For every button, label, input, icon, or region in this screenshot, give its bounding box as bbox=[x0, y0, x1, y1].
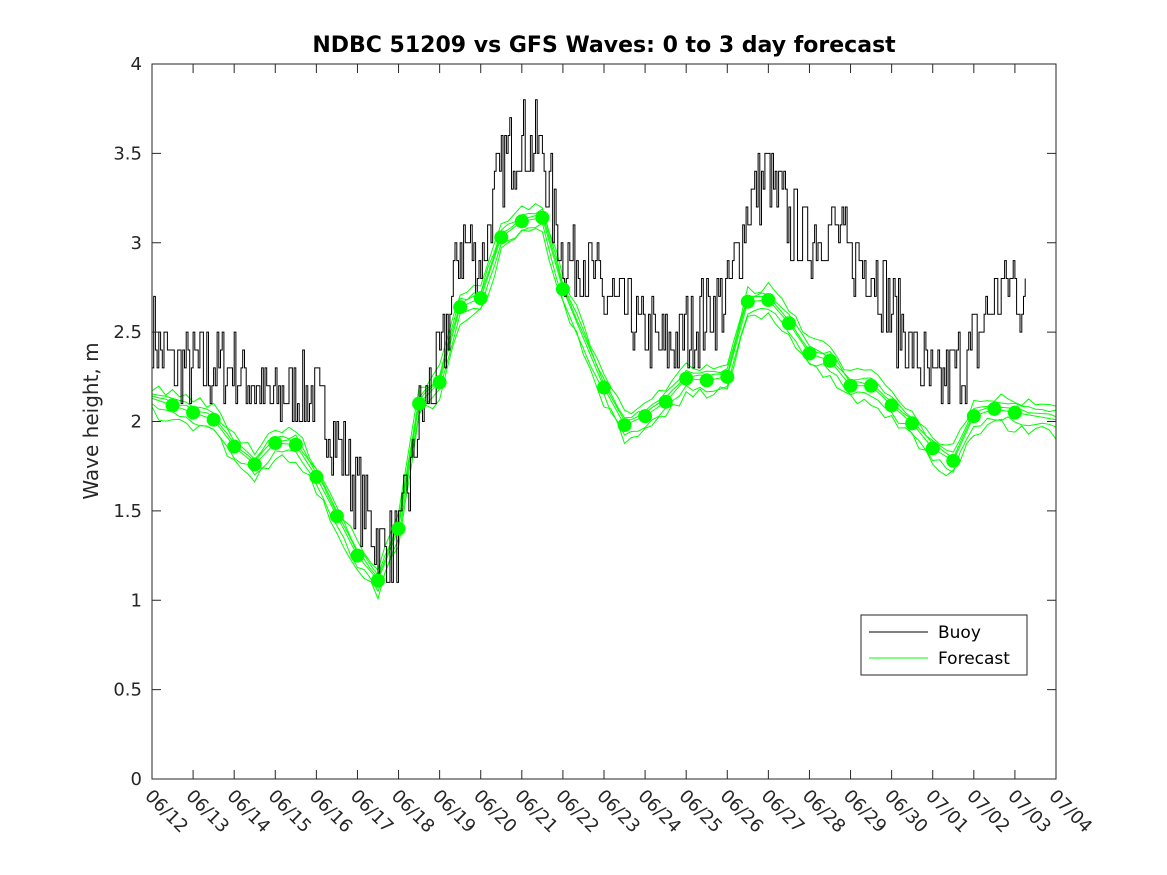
forecast-point bbox=[1007, 405, 1022, 420]
legend-forecast-label: Forecast bbox=[938, 649, 1010, 669]
forecast-point bbox=[350, 548, 365, 563]
forecast-point bbox=[473, 291, 488, 306]
forecast-run-line bbox=[152, 202, 1056, 572]
y-tick-label: 4 bbox=[131, 54, 142, 75]
y-tick-label: 0 bbox=[131, 769, 142, 790]
forecast-point bbox=[391, 521, 406, 536]
forecast-point bbox=[638, 409, 653, 424]
forecast-point bbox=[412, 396, 427, 411]
forecast-point bbox=[247, 457, 262, 472]
y-axis: 0 0.5 1 1.5 2 2.5 3 3.5 4 bbox=[113, 54, 1056, 790]
forecast-point bbox=[658, 394, 673, 409]
forecast-point bbox=[864, 378, 879, 393]
y-tick-label: 1 bbox=[131, 590, 142, 611]
forecast-point bbox=[946, 453, 961, 468]
y-tick-label: 0.5 bbox=[113, 680, 142, 701]
forecast-point bbox=[987, 401, 1002, 416]
buoy-series bbox=[152, 99, 1026, 583]
forecast-run-line bbox=[152, 208, 1056, 577]
y-tick-label: 1.5 bbox=[113, 501, 142, 522]
y-tick-label: 2 bbox=[131, 412, 142, 433]
legend-buoy-label: Buoy bbox=[938, 623, 981, 643]
forecast-point bbox=[802, 346, 817, 361]
forecast-point bbox=[966, 409, 981, 424]
forecast-point bbox=[740, 294, 755, 309]
forecast-run-line bbox=[152, 228, 1056, 601]
forecast-point bbox=[823, 353, 837, 368]
forecast-point bbox=[720, 369, 735, 384]
forecast-point bbox=[165, 398, 180, 413]
forecast-point bbox=[186, 405, 201, 420]
forecast-point bbox=[309, 469, 324, 484]
forecast-point bbox=[925, 441, 940, 456]
legend-box bbox=[860, 614, 1028, 676]
forecast-point bbox=[268, 435, 283, 450]
forecast-point bbox=[371, 573, 385, 588]
forecast-point bbox=[555, 282, 570, 297]
forecast-point bbox=[843, 378, 858, 393]
forecast-point bbox=[679, 371, 694, 386]
forecast-point bbox=[617, 418, 632, 433]
forecast-point bbox=[884, 398, 899, 413]
forecast-point bbox=[699, 373, 714, 388]
forecast-point bbox=[227, 439, 242, 454]
forecast-point bbox=[597, 380, 611, 395]
forecast-point bbox=[206, 412, 221, 427]
forecast-point bbox=[494, 230, 509, 245]
y-tick-label: 3 bbox=[131, 233, 142, 254]
y-tick-label: 2.5 bbox=[113, 322, 142, 343]
forecast-point bbox=[288, 437, 303, 452]
forecast-point bbox=[905, 416, 920, 431]
buoy-line bbox=[152, 99, 1026, 583]
forecast-point bbox=[761, 292, 776, 307]
legend: Buoy Forecast bbox=[860, 614, 1028, 676]
forecast-point bbox=[432, 375, 447, 390]
forecast-point bbox=[514, 214, 529, 229]
forecast-point bbox=[453, 300, 468, 315]
y-axis-label: Wave height, m bbox=[79, 342, 103, 499]
y-tick-label: 3.5 bbox=[113, 143, 142, 164]
chart-title: NDBC 51209 vs GFS Waves: 0 to 3 day fore… bbox=[312, 33, 896, 58]
forecast-markers bbox=[165, 210, 1022, 588]
forecast-point bbox=[781, 316, 796, 331]
forecast-point bbox=[535, 210, 550, 225]
forecast-point bbox=[329, 509, 344, 524]
